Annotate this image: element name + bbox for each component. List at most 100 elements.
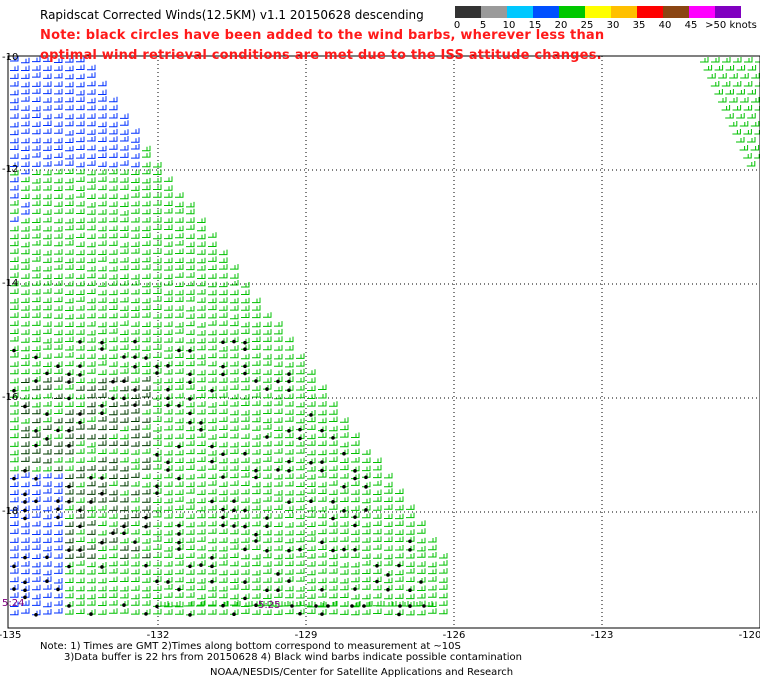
longitude-label: -123 <box>590 630 614 641</box>
contamination-dot <box>177 348 181 353</box>
colorbar-label: >50 knots <box>705 20 757 31</box>
contamination-dot <box>155 579 159 584</box>
colorbar-cell <box>559 6 585 18</box>
contamination-dot <box>23 595 27 600</box>
contamination-dot <box>177 587 181 592</box>
contamination-dot <box>166 403 170 408</box>
contamination-dot <box>210 579 214 584</box>
contamination-dot <box>320 587 324 592</box>
contamination-dot <box>34 499 38 504</box>
contamination-dot <box>56 364 60 369</box>
contamination-dot <box>56 428 60 433</box>
contamination-dot <box>67 380 71 384</box>
contamination-dot <box>364 475 368 480</box>
contamination-dot <box>122 379 126 383</box>
colorbar-cell <box>715 6 741 18</box>
contamination-dot <box>265 524 269 529</box>
contamination-dot <box>188 372 192 377</box>
contamination-dot <box>78 524 82 529</box>
longitude-label: -126 <box>442 630 466 641</box>
contamination-dot <box>397 612 401 617</box>
contamination-dot <box>287 459 291 464</box>
contamination-dot <box>89 612 93 616</box>
contamination-dot <box>67 564 71 569</box>
colorbar-label: 0 <box>453 20 461 31</box>
contamination-dot <box>45 371 49 376</box>
contamination-dot <box>111 396 115 401</box>
contamination-dot <box>122 531 126 536</box>
contamination-dot <box>362 604 366 608</box>
contamination-dot <box>177 540 181 545</box>
contamination-dot <box>45 579 49 584</box>
contamination-dot <box>188 348 192 353</box>
contamination-dot <box>364 485 368 489</box>
contamination-dot <box>210 564 214 569</box>
contamination-dot <box>144 515 148 520</box>
contamination-dot <box>12 476 16 481</box>
contamination-dot <box>199 421 203 425</box>
timestamp-label-2: 5:25 <box>258 600 281 611</box>
contamination-dot <box>221 603 225 608</box>
contamination-dot <box>133 355 137 359</box>
contamination-dot <box>265 548 269 553</box>
contamination-dot <box>144 356 148 360</box>
contamination-dot <box>353 547 357 552</box>
contamination-dot <box>350 604 354 608</box>
contamination-dot <box>155 364 159 369</box>
contamination-dot <box>326 604 330 608</box>
longitude-label: -132 <box>146 630 170 641</box>
contamination-dot <box>243 364 247 369</box>
contamination-dot <box>122 603 126 607</box>
footer-note-2: 3)Data buffer is 22 hrs from 20150628 4)… <box>64 652 522 663</box>
contamination-dot <box>155 371 159 375</box>
contamination-dot <box>221 515 225 520</box>
contamination-dot <box>309 413 313 417</box>
contamination-dot <box>210 556 214 560</box>
contamination-dot <box>287 429 291 433</box>
contamination-dot <box>331 500 335 504</box>
footer-credit: NOAA/NESDIS/Center for Satellite Applica… <box>210 667 514 678</box>
contamination-dot <box>155 491 159 495</box>
contamination-dot <box>133 403 137 407</box>
contamination-dot <box>34 443 38 448</box>
contamination-dot <box>133 365 137 369</box>
note-line-2: optimal wind retrieval conditions are me… <box>40 48 602 63</box>
contamination-dot <box>78 508 82 513</box>
contamination-dot <box>166 396 170 401</box>
colorbar-cell <box>663 6 689 18</box>
contamination-dot <box>287 548 291 553</box>
contamination-dot <box>243 524 247 529</box>
contamination-dot <box>298 427 302 432</box>
contamination-dot <box>265 435 269 439</box>
contamination-dot <box>67 428 71 433</box>
contamination-dot <box>188 613 192 617</box>
contamination-dot <box>331 436 335 440</box>
contamination-dot <box>100 491 104 496</box>
colorbar-cell <box>611 6 637 18</box>
contamination-dot <box>23 500 27 504</box>
contamination-dot <box>287 579 291 583</box>
contamination-dot <box>188 564 192 569</box>
contamination-dot <box>314 604 318 608</box>
contamination-dot <box>188 397 192 401</box>
contamination-dot <box>67 444 71 448</box>
contamination-dot <box>287 468 291 473</box>
contamination-dot <box>155 484 159 489</box>
contamination-dot <box>276 379 280 384</box>
contamination-dot <box>320 428 324 433</box>
contamination-dot <box>122 355 126 359</box>
contamination-dot <box>265 588 269 593</box>
contamination-dot <box>397 563 401 568</box>
contamination-dot <box>210 444 214 449</box>
contamination-dot <box>331 548 335 553</box>
contamination-dot <box>34 612 38 617</box>
contamination-dot <box>78 340 82 344</box>
contamination-dot <box>23 580 27 585</box>
contamination-dot <box>177 532 181 536</box>
contamination-dot <box>375 563 379 568</box>
contamination-dot <box>254 475 258 480</box>
contamination-dot <box>232 524 236 528</box>
contamination-dot <box>221 452 225 457</box>
contamination-dot <box>133 540 137 544</box>
contamination-dot <box>254 532 258 537</box>
